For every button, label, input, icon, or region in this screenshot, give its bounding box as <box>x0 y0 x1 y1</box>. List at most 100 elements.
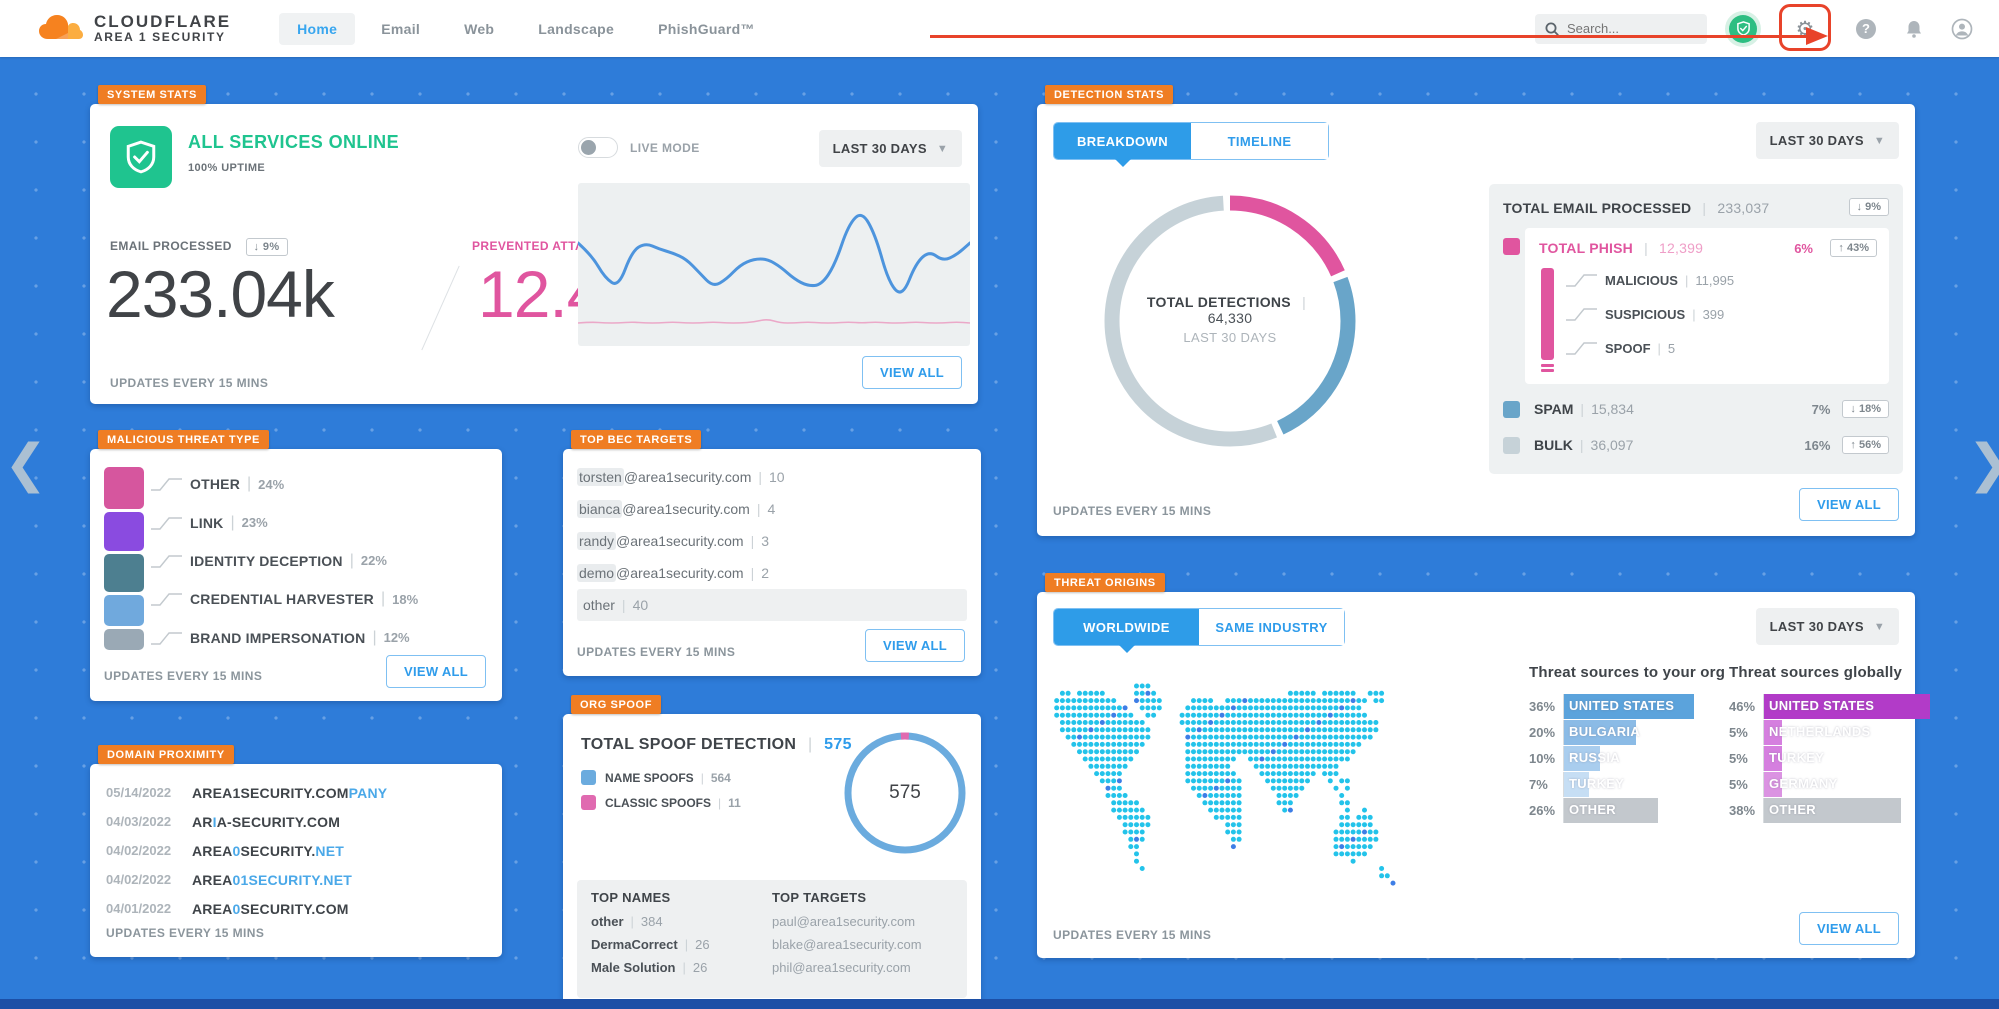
origin-label: UNITED STATES <box>1769 697 1875 713</box>
phish-sub-row-spoof: SPOOF | 5 <box>1565 340 1675 356</box>
system-stats-view-all-button[interactable]: VIEW ALL <box>861 356 962 389</box>
spam-row: SPAM | 15,834 7% ↓ 18% <box>1503 400 1889 418</box>
domain-proximity-row[interactable]: 04/02/2022 AREA01SECURITY.NET <box>106 865 486 894</box>
system-stats-sparkline-chart <box>576 183 972 346</box>
spam-delta-badge: ↓ 18% <box>1842 400 1889 418</box>
threat-origin-row-bulgaria: 20% BULGARIA <box>1529 719 1729 745</box>
notifications-button[interactable] <box>1901 16 1927 42</box>
origin-bar <box>1564 745 1600 771</box>
tab-breakdown[interactable]: BREAKDOWN <box>1054 123 1191 167</box>
origin-pct: 36% <box>1529 698 1556 714</box>
legend-swatch <box>581 770 596 785</box>
org-spoof-top-table: TOP NAMES other | 384 DermaCorrect | 26 Male S… <box>577 880 967 998</box>
spam-value: 15,834 <box>1591 401 1634 417</box>
detection-stats-card: BREAKDOWN TIMELINE LAST 30 DAYS ▼ TOTAL … <box>1037 104 1915 536</box>
live-mode-label: LIVE MODE <box>630 141 700 155</box>
bec-target-row[interactable]: bianca @area1security.com | 4 <box>577 500 776 518</box>
domain-proximity-rows: 05/14/2022 AREA1SECURITY.COMPANY 04/03/202… <box>106 778 486 923</box>
spam-pct: 7% <box>1811 401 1831 417</box>
top-name-row: other | 384 <box>591 914 663 929</box>
threat-type-pct: 18% <box>392 591 419 607</box>
bec-other-count: 40 <box>632 597 649 613</box>
top-targets-header: TOP TARGETS <box>772 890 867 905</box>
search-box[interactable] <box>1535 13 1707 44</box>
card-tag-threat-origins: THREAT ORIGINS <box>1045 573 1165 592</box>
search-icon <box>1545 22 1559 36</box>
bec-other-label: other <box>583 597 615 613</box>
system-stats-card: ALL SERVICES ONLINE 100% UPTIME LIVE MOD… <box>90 104 978 404</box>
system-stats-range-dropdown[interactable]: LAST 30 DAYS ▼ <box>818 130 962 167</box>
threat-origins-view-all-button[interactable]: VIEW ALL <box>1798 912 1899 945</box>
bec-count: 10 <box>769 469 785 485</box>
org-spoof-card: TOTAL SPOOF DETECTION | 575 NAME SPOOFS |… <box>563 714 981 1006</box>
uptime-text: 100% UPTIME <box>188 162 266 174</box>
tab-same-industry[interactable]: SAME INDUSTRY <box>1199 609 1344 645</box>
bec-email: bianca @area1security.com <box>577 500 750 518</box>
user-avatar-icon <box>1951 18 1973 39</box>
domain-proximity-row[interactable]: 04/01/2022 AREA0SECURITY.COM <box>106 894 486 923</box>
tab-timeline[interactable]: TIMELINE <box>1191 123 1328 159</box>
account-button[interactable] <box>1949 16 1975 42</box>
nav-item-email[interactable]: Email <box>381 20 421 37</box>
threat-type-view-all-button[interactable]: VIEW ALL <box>385 655 486 688</box>
bec-target-rows: torsten @area1security.com | 10 bianca @area1… <box>577 461 967 621</box>
bec-target-row[interactable]: demo @area1security.com | 2 <box>577 564 770 582</box>
threat-type-label: IDENTITY DECEPTION <box>190 552 343 569</box>
nav-item-phishguard[interactable]: PhishGuard™ <box>658 20 755 37</box>
carousel-left-chevron-icon[interactable]: ❮ <box>4 434 48 494</box>
origin-pct: 26% <box>1529 802 1556 818</box>
nav-item-home[interactable]: Home <box>279 12 356 45</box>
protection-status-badge <box>1729 14 1757 43</box>
detection-stats-range-dropdown[interactable]: LAST 30 DAYS ▼ <box>1755 122 1899 159</box>
domain-proximity-row[interactable]: 04/02/2022 AREA0SECURITY.NET <box>106 836 486 865</box>
live-mode-toggle[interactable] <box>578 137 618 158</box>
leader-line <box>1566 308 1597 321</box>
domain-proximity-row[interactable]: 05/14/2022 AREA1SECURITY.COMPANY <box>106 778 486 807</box>
bec-target-row[interactable]: randy @area1security.com | 3 <box>577 532 770 550</box>
threat-type-pct: 12% <box>383 630 410 646</box>
malicious-threat-type-card: OTHER | 24% LINK | 23% IDENTITY DECEPTION | 22% C… <box>90 449 502 701</box>
origin-label: TURKEY <box>1569 775 1625 791</box>
origin-pct: 5% <box>1729 776 1748 792</box>
domain-name: ARIA-SECURITY.COM <box>192 813 341 830</box>
threat-origins-range-dropdown[interactable]: LAST 30 DAYS ▼ <box>1755 608 1899 645</box>
threat-origin-row-turkey: 7% TURKEY <box>1529 771 1729 797</box>
carousel-right-chevron-icon[interactable]: ❯ <box>1967 438 1999 490</box>
bec-target-row[interactable]: torsten @area1security.com | 10 <box>577 468 785 486</box>
bec-other-row[interactable]: other | 40 <box>577 589 967 621</box>
detection-stats-view-all-button[interactable]: VIEW ALL <box>1798 488 1899 521</box>
phish-delta-badge: ↑ 43% <box>1830 239 1877 257</box>
origin-bar <box>1764 693 1930 719</box>
domain-proximity-row[interactable]: 04/03/2022 ARIA-SECURITY.COM <box>106 807 486 836</box>
tab-worldwide[interactable]: WORLDWIDE <box>1054 609 1199 653</box>
shield-check-icon <box>1736 21 1750 36</box>
threat-type-segment <box>104 467 144 509</box>
threat-type-label: OTHER <box>190 476 240 493</box>
bulk-row: BULK | 36,097 16% ↑ 56% <box>1503 436 1889 454</box>
threat-type-row: CREDENTIAL HARVESTER | 18% <box>150 580 418 618</box>
updates-text: UPDATES EVERY 15 MINS <box>577 645 736 659</box>
card-tag-org-spoof: ORG SPOOF <box>571 695 662 714</box>
bec-view-all-button[interactable]: VIEW ALL <box>864 629 965 662</box>
detections-donut-chart: TOTAL DETECTIONS | 64,330 LAST 30 DAYS <box>1095 186 1365 456</box>
threat-origin-row-germany: 5% GERMANY <box>1729 771 1929 797</box>
bulk-swatch <box>1503 436 1520 454</box>
total-phish-subcard: TOTAL PHISH | 12,399 6% ↑ 43% MALICIOUS |… <box>1525 228 1889 384</box>
card-tag-domain-proximity: DOMAIN PROXIMITY <box>98 745 234 764</box>
search-input[interactable] <box>1567 21 1692 36</box>
bulk-pct: 16% <box>1804 437 1831 453</box>
nav-item-web[interactable]: Web <box>464 20 495 37</box>
origin-bar <box>1764 771 1782 797</box>
cloudflare-logo[interactable]: CLOUDFLARE AREA 1 SECURITY <box>38 13 231 45</box>
threat-sources-global-title: Threat sources globally <box>1729 664 1902 681</box>
total-email-delta-badge: ↓ 9% <box>1848 198 1889 216</box>
bec-count: 4 <box>767 501 776 517</box>
origin-bar <box>1564 797 1658 823</box>
card-tag-system-stats: SYSTEM STATS <box>98 85 206 104</box>
total-phish-value: 12,399 <box>1659 240 1704 256</box>
phish-pct: 6% <box>1794 241 1813 256</box>
bec-email: torsten @area1security.com <box>577 468 752 486</box>
nav-item-landscape[interactable]: Landscape <box>538 20 615 37</box>
domain-name: AREA1SECURITY.COMPANY <box>192 784 388 801</box>
help-button[interactable]: ? <box>1853 16 1879 42</box>
